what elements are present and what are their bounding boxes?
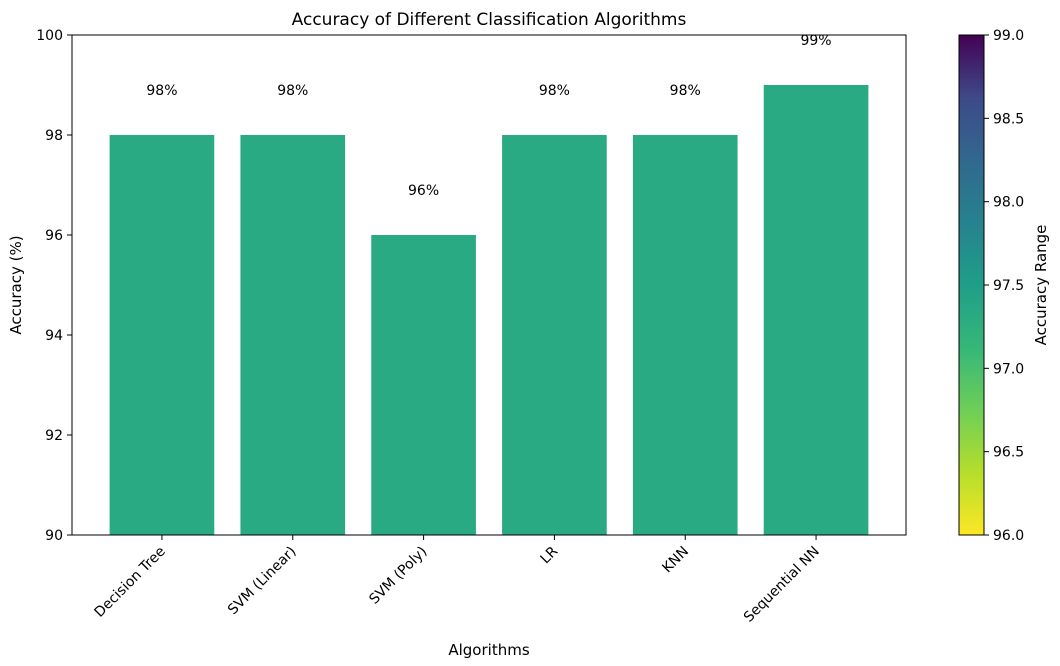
y-tick-label-4: 98 (45, 128, 63, 144)
y-tick-label-1: 92 (45, 428, 63, 444)
colorbar (958, 34, 985, 536)
x-tick-label-0: Decision Tree (92, 544, 169, 621)
bar-value-label-1: 98% (277, 83, 308, 99)
y-tick-label-3: 96 (45, 228, 63, 244)
y-axis-ticks: 90 92 94 96 98 100 (36, 28, 72, 544)
bar-value-label-0: 98% (146, 83, 177, 99)
bar-value-label-3: 98% (539, 83, 570, 99)
plot-frame (71, 34, 907, 536)
bar-4 (632, 135, 738, 535)
x-tick-label-3: LR (538, 543, 562, 567)
colorbar-tick-label-4: 98.0 (993, 195, 1024, 211)
x-tick-label-2: SVM (Poly) (366, 544, 430, 608)
x-tick-label-1: SVM (Linear) (225, 544, 300, 619)
y-tick-label-5: 100 (36, 28, 63, 44)
colorbar-tick-label-6: 99.0 (993, 28, 1024, 44)
data-labels: 98% 98% 96% 98% 98% 99% (146, 33, 831, 199)
colorbar-tick-label-0: 96.0 (993, 528, 1024, 544)
bar-0 (109, 135, 215, 535)
bar-value-label-4: 98% (670, 83, 701, 99)
x-axis-ticks: Decision Tree SVM (Linear) SVM (Poly) LR KNN… (92, 535, 823, 626)
bar-3 (502, 135, 607, 535)
x-tick-label-4: KNN (659, 544, 692, 577)
x-axis-label: Algorithms (448, 641, 529, 659)
y-tick-label-2: 94 (45, 328, 63, 344)
colorbar-label: Accuracy Range (1032, 225, 1050, 346)
y-axis-label: Accuracy (%) (7, 235, 25, 334)
bar-2 (371, 235, 476, 535)
chart-title: Accuracy of Different Classification Alg… (292, 10, 687, 30)
colorbar-tick-label-5: 98.5 (993, 111, 1024, 127)
y-tick-label-0: 90 (45, 528, 63, 544)
bar-value-label-5: 99% (800, 33, 831, 49)
x-tick-label-5: Sequential NN (741, 544, 823, 626)
colorbar-ticks: 96.0 96.5 97.0 97.5 98.0 98.5 99.0 (984, 28, 1024, 544)
bars (109, 85, 869, 535)
colorbar-tick-label-2: 97.0 (993, 361, 1024, 377)
colorbar-tick-label-3: 97.5 (993, 278, 1024, 294)
bar-1 (240, 135, 346, 535)
bar-5 (763, 85, 869, 535)
colorbar-tick-label-1: 96.5 (993, 445, 1024, 461)
bar-value-label-2: 96% (408, 183, 439, 199)
